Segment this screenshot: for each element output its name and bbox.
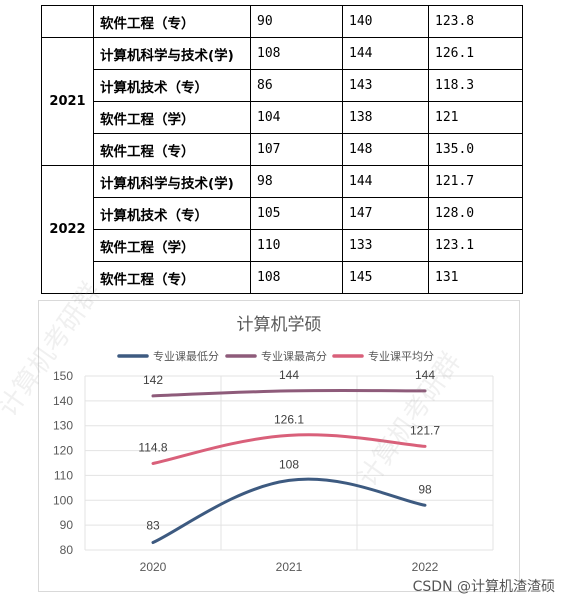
- min-score-cell: 108: [250, 261, 343, 294]
- csdn-watermark: CSDN @计算机渣渣硕: [412, 579, 555, 595]
- y-tick-label: 90: [60, 518, 74, 532]
- major-cell: 计算机科学与技术(学): [93, 37, 251, 70]
- avg-score-cell: 121.7: [428, 165, 523, 198]
- min-score-cell: 98: [250, 165, 343, 198]
- table-row: 软件工程（专） 107 148 135.0: [42, 133, 523, 166]
- avg-score-cell: 123.1: [428, 229, 523, 262]
- chart-container: 计算机学硕专业课最低分 专业课最高分 专业课平均分 80 90 100 110 120 130 1…: [38, 300, 520, 592]
- major-cell: 软件工程（专）: [93, 133, 251, 166]
- data-label: 126.1: [274, 412, 304, 426]
- year-cell: [41, 5, 94, 38]
- data-label: 114.8: [138, 440, 167, 454]
- major-cell: 计算机技术（专）: [93, 69, 251, 102]
- data-label: 83: [146, 519, 160, 533]
- max-score-cell: 148: [342, 133, 429, 166]
- year-cell: 2022: [41, 165, 94, 294]
- avg-score-cell: 118.3: [428, 69, 523, 102]
- max-score-cell: 144: [342, 37, 429, 70]
- table-row: 计算机技术（专） 86 143 118.3: [42, 69, 523, 102]
- data-label: 108: [279, 457, 299, 471]
- data-label: 144: [279, 368, 299, 382]
- x-tick-label: 2021: [276, 560, 303, 574]
- table-row: 软件工程（学） 104 138 121: [42, 101, 523, 134]
- avg-score-cell: 126.1: [428, 37, 523, 70]
- legend-label: 专业课平均分: [368, 349, 434, 363]
- y-tick-label: 120: [53, 444, 73, 458]
- y-tick-label: 100: [53, 493, 73, 507]
- major-cell: 软件工程（专）: [93, 5, 251, 38]
- series-line: [151, 433, 427, 465]
- y-tick-label: 110: [54, 468, 73, 482]
- max-score-cell: 144: [342, 165, 429, 198]
- major-cell: 软件工程（专）: [93, 261, 251, 294]
- data-label: 142: [143, 373, 163, 387]
- chart-title: 计算机学硕: [237, 315, 322, 335]
- y-tick-label: 80: [60, 543, 74, 557]
- table-row: 计算机技术（专） 105 147 128.0: [42, 197, 523, 230]
- score-table: 软件工程（专） 90 140 123.8 2021 计算机科学与技术(学) 108 144 12…: [41, 5, 523, 294]
- legend-label: 专业课最低分: [153, 349, 219, 363]
- series-line: [151, 388, 427, 398]
- x-tick-label: 2022: [412, 560, 439, 574]
- min-score-cell: 90: [250, 5, 343, 38]
- table-row: 2022 计算机科学与技术(学) 98 144 121.7: [41, 165, 523, 294]
- y-tick-label: 130: [53, 419, 73, 433]
- major-cell: 软件工程（学）: [93, 101, 251, 134]
- data-label: 98: [418, 482, 432, 496]
- x-tick-label: 2020: [140, 560, 167, 574]
- max-score-cell: 140: [342, 5, 429, 38]
- major-cell: 计算机技术（专）: [93, 197, 251, 230]
- max-score-cell: 143: [342, 69, 429, 102]
- avg-score-cell: 123.8: [428, 5, 523, 38]
- data-label: 121.7: [410, 423, 440, 437]
- major-cell: 计算机科学与技术(学): [93, 165, 251, 198]
- max-score-cell: 147: [342, 197, 429, 230]
- data-label: 144: [415, 368, 435, 382]
- max-score-cell: 133: [342, 229, 429, 262]
- y-tick-label: 150: [53, 369, 73, 383]
- table-row: 2021 计算机科学与技术(学) 108 144 126.1: [41, 37, 523, 166]
- avg-score-cell: 135.0: [428, 133, 523, 166]
- avg-score-cell: 128.0: [428, 197, 523, 230]
- legend-label: 专业课最高分: [261, 349, 327, 363]
- max-score-cell: 145: [342, 261, 429, 294]
- major-cell: 软件工程（学）: [93, 229, 251, 262]
- avg-score-cell: 121: [428, 101, 523, 134]
- avg-score-cell: 131: [428, 261, 523, 294]
- min-score-cell: 110: [250, 229, 343, 262]
- max-score-cell: 138: [342, 101, 429, 134]
- min-score-cell: 107: [250, 133, 343, 166]
- min-score-cell: 108: [250, 37, 343, 70]
- y-tick-label: 140: [53, 394, 73, 408]
- year-cell: 2021: [41, 37, 94, 166]
- table-row: 软件工程（学） 110 133 123.1: [42, 229, 523, 262]
- table-row: 软件工程（专） 90 140 123.8: [41, 5, 523, 38]
- series-line: [151, 477, 427, 545]
- table-row: 软件工程（专） 108 145 131: [42, 261, 523, 294]
- min-score-cell: 104: [250, 101, 343, 134]
- min-score-cell: 86: [250, 69, 343, 102]
- min-score-cell: 105: [250, 197, 343, 230]
